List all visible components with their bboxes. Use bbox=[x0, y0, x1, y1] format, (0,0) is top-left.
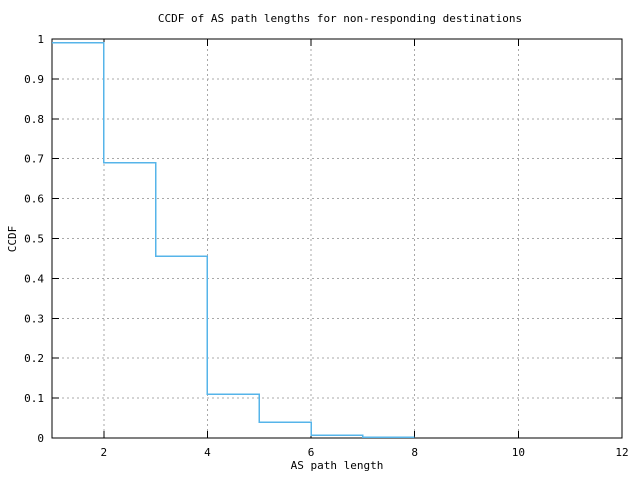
ccdf-step-line bbox=[52, 42, 415, 438]
y-tick-label: 0.3 bbox=[24, 312, 44, 325]
x-tick-label: 2 bbox=[101, 446, 108, 459]
y-tick-label: 0 bbox=[37, 432, 44, 445]
y-tick-label: 0.2 bbox=[24, 352, 44, 365]
x-tick-label: 10 bbox=[512, 446, 525, 459]
y-tick-label: 1 bbox=[37, 33, 44, 46]
x-tick-label: 12 bbox=[615, 446, 628, 459]
y-tick-label: 0.8 bbox=[24, 113, 44, 126]
y-axis-label: CCDF bbox=[6, 226, 19, 253]
y-tick-label: 0.5 bbox=[24, 233, 44, 246]
chart-title: CCDF of AS path lengths for non-respondi… bbox=[158, 12, 522, 25]
x-tick-label: 6 bbox=[308, 446, 315, 459]
x-tick-label: 4 bbox=[204, 446, 211, 459]
tick-labels: 2 4 6 8 10 12 0 0.1 0.2 0.3 0.4 0.5 0.6 0.7 0.8 0.9 1 bbox=[24, 33, 629, 459]
y-tick-label: 0.6 bbox=[24, 193, 44, 206]
x-axis-label: AS path length bbox=[291, 459, 384, 472]
y-tick-label: 0.7 bbox=[24, 153, 44, 166]
x-tick-label: 8 bbox=[411, 446, 418, 459]
y-tick-label: 0.4 bbox=[24, 272, 44, 285]
grid-lines bbox=[52, 39, 622, 438]
y-tick-label: 0.9 bbox=[24, 73, 44, 86]
y-tick-label: 0.1 bbox=[24, 392, 44, 405]
